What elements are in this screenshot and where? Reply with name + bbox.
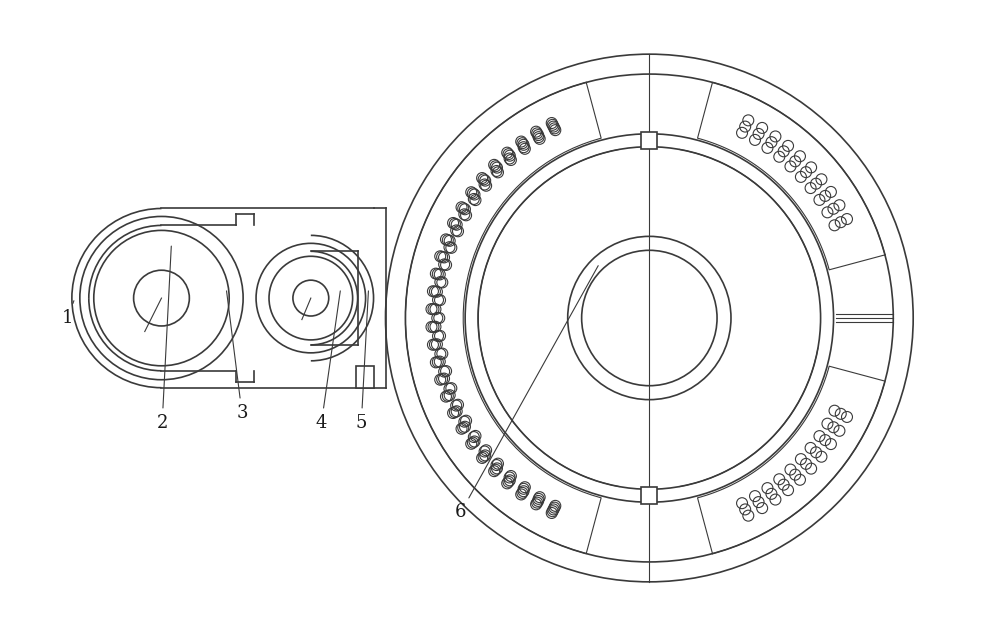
Text: 2: 2 bbox=[157, 246, 171, 431]
Text: 5: 5 bbox=[356, 291, 368, 431]
Text: 6: 6 bbox=[455, 265, 598, 521]
Bar bbox=[641, 132, 657, 149]
Bar bbox=[356, 366, 374, 388]
Text: 4: 4 bbox=[316, 291, 340, 431]
Bar bbox=[641, 487, 657, 504]
Text: 3: 3 bbox=[227, 291, 248, 422]
Text: 1: 1 bbox=[62, 300, 74, 327]
